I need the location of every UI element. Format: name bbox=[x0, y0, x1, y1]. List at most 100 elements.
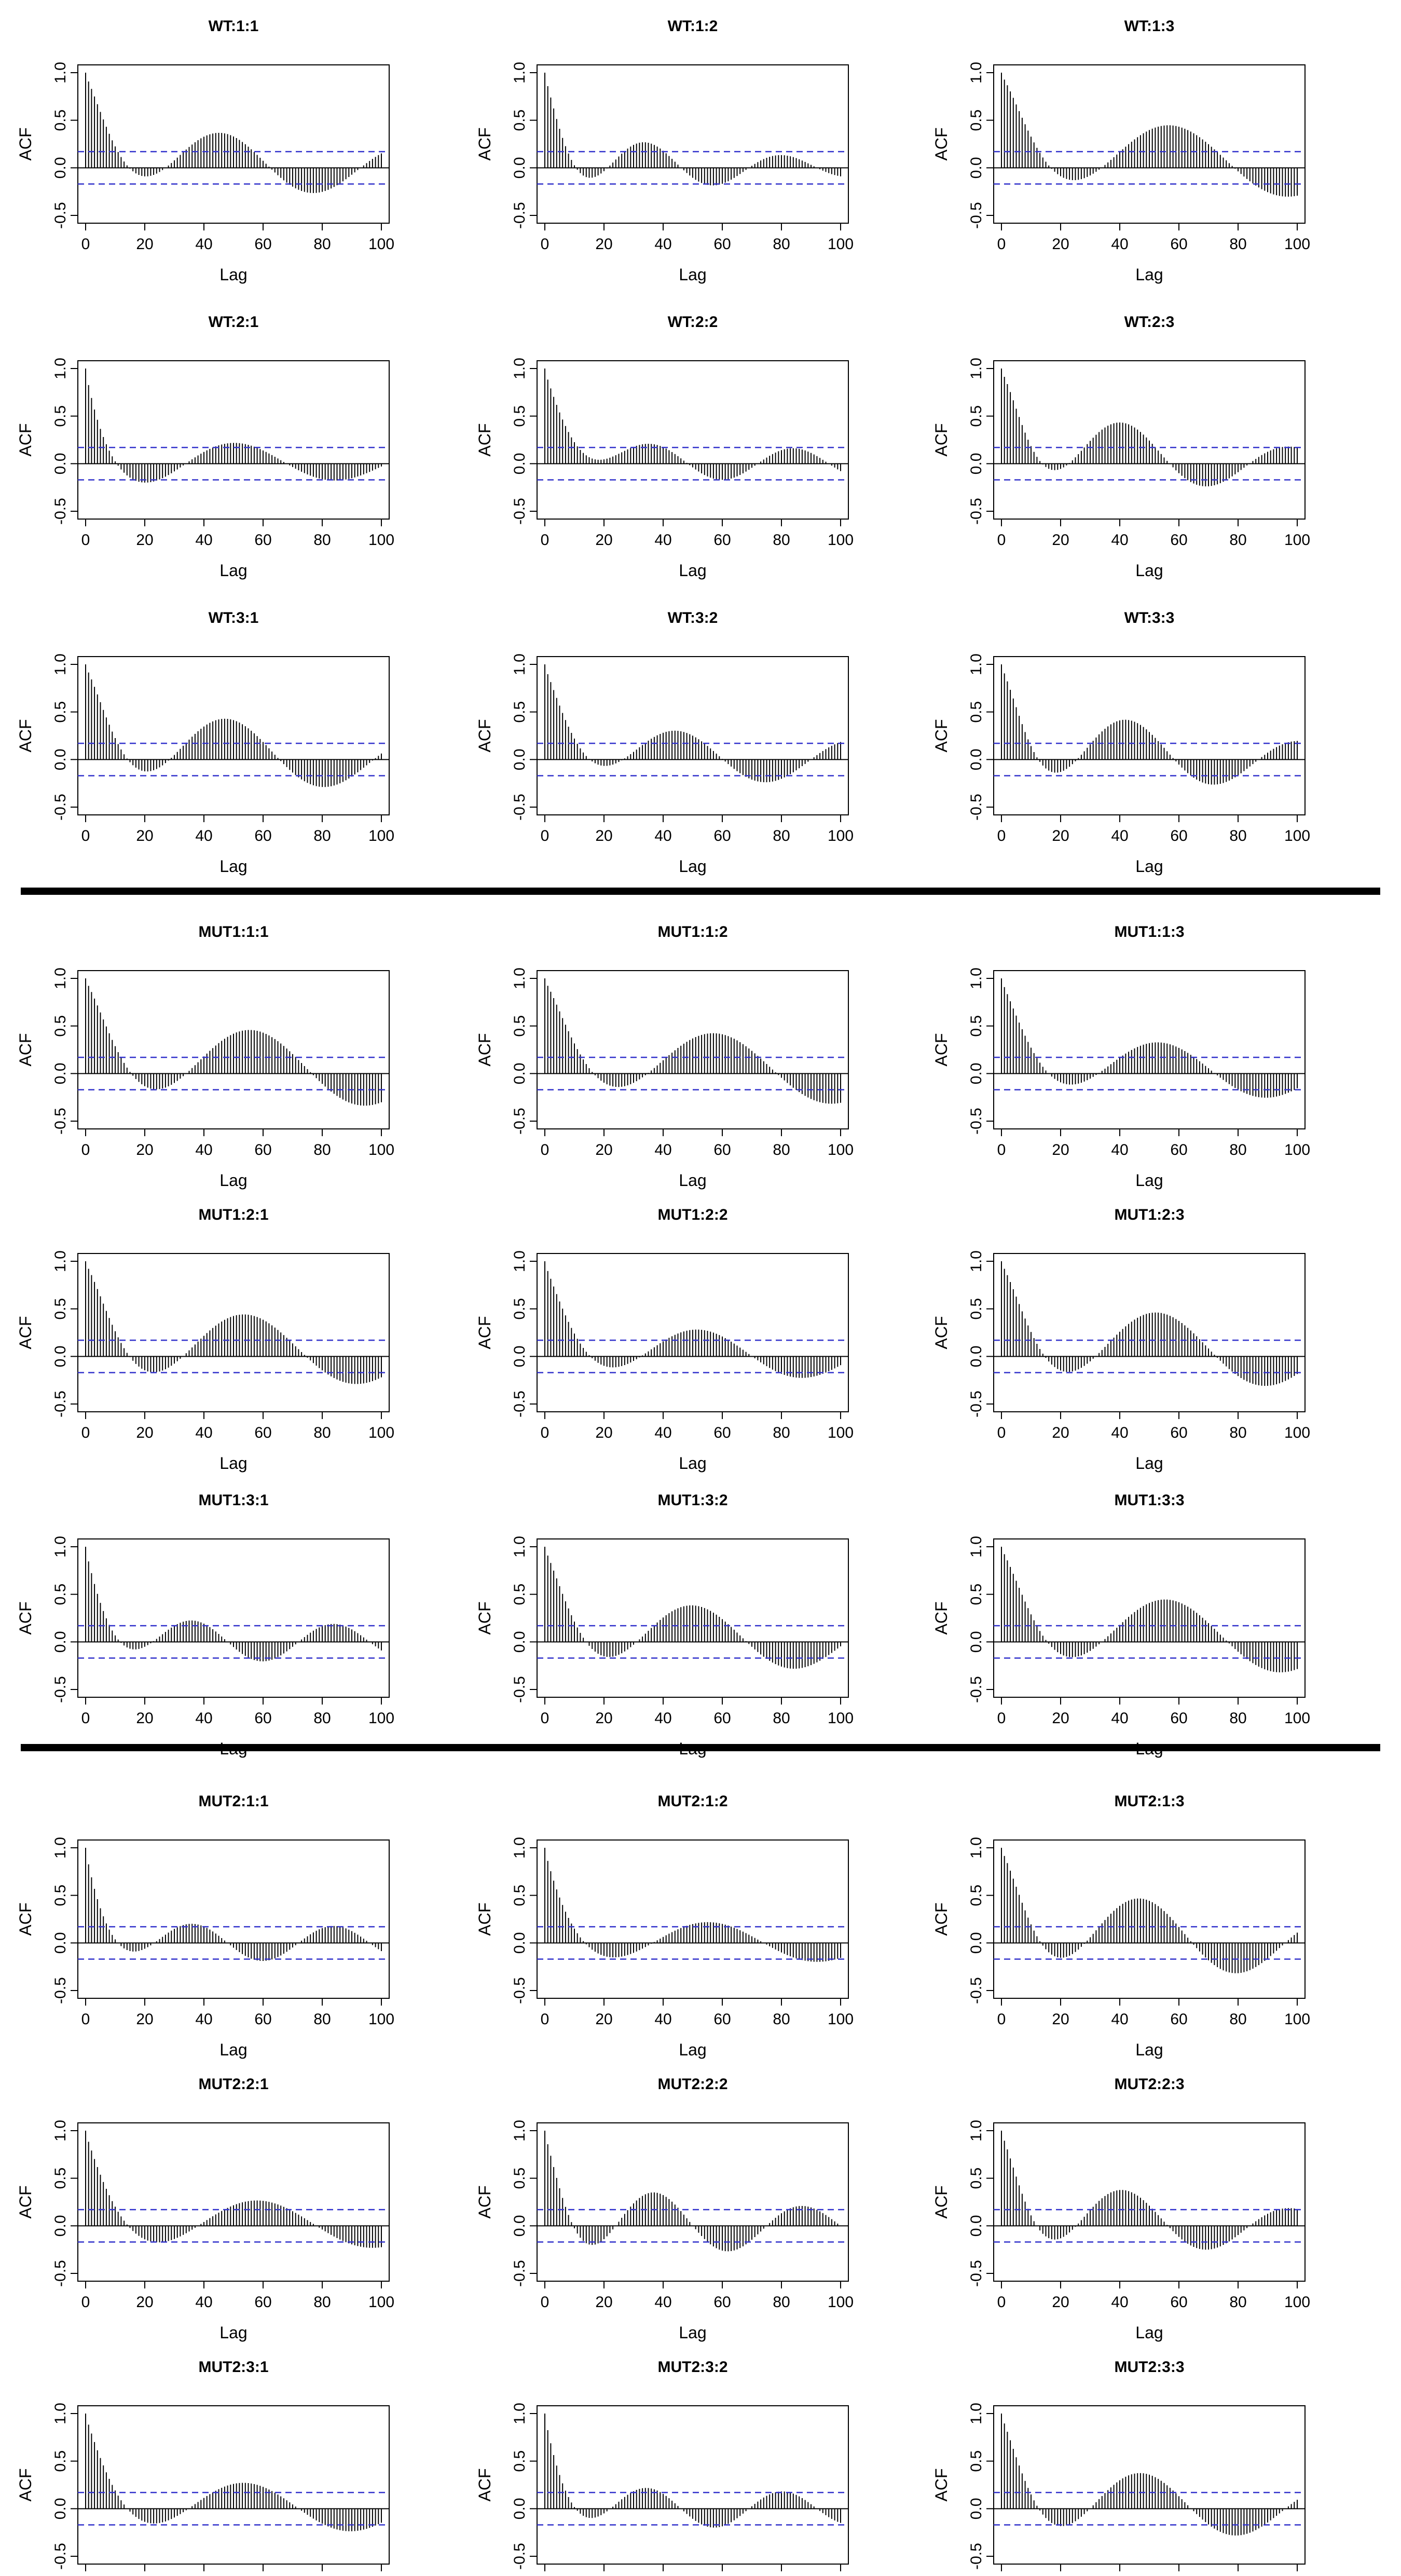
y-tick-label: -0.5 bbox=[511, 794, 528, 821]
y-tick-label: -0.5 bbox=[968, 1676, 985, 1703]
x-tick-label: 60 bbox=[1170, 1710, 1187, 1727]
y-tick-label: -0.5 bbox=[511, 1108, 528, 1135]
y-tick-label: 0.0 bbox=[968, 1932, 985, 1954]
x-tick-label: 80 bbox=[773, 531, 790, 549]
x-tick-label: 20 bbox=[1052, 1141, 1069, 1158]
x-tick-label: 0 bbox=[541, 2011, 550, 2028]
x-tick-label: 20 bbox=[595, 1710, 612, 1727]
x-tick-label: 40 bbox=[654, 236, 671, 253]
y-tick-label: -0.5 bbox=[52, 2543, 69, 2570]
group-separator bbox=[21, 1744, 1380, 1751]
x-tick-label: 80 bbox=[1229, 2294, 1246, 2311]
x-tick-label: 0 bbox=[541, 236, 550, 253]
panel-title: MUT2:2:1 bbox=[198, 2076, 268, 2093]
x-tick-label: 0 bbox=[997, 2294, 1006, 2311]
y-tick-label: 0.0 bbox=[511, 1932, 528, 1954]
plot-frame bbox=[77, 1253, 390, 1412]
y-tick-label: 0.0 bbox=[968, 1345, 985, 1367]
x-tick-label: 0 bbox=[541, 1424, 550, 1441]
x-tick-label: 0 bbox=[81, 2011, 90, 2028]
y-tick-label: 0.5 bbox=[968, 1885, 985, 1906]
x-axis-label: Lag bbox=[219, 857, 247, 876]
y-tick-label: 1.0 bbox=[968, 358, 985, 379]
y-tick-label: 0.5 bbox=[968, 1298, 985, 1320]
y-tick-label: 0.0 bbox=[511, 157, 528, 179]
acf-panel: MUT2:1:3 0 20 40 60 80 100 -0.5 0.0 0.5 1.0 Lag ACF bbox=[932, 1793, 1310, 2059]
y-axis-label: ACF bbox=[475, 424, 494, 457]
x-tick-label: 60 bbox=[1170, 1424, 1187, 1441]
x-axis-label: Lag bbox=[219, 2323, 247, 2342]
y-tick-label: 0.0 bbox=[52, 157, 69, 179]
x-tick-label: 60 bbox=[254, 236, 271, 253]
y-axis-label: ACF bbox=[932, 719, 951, 753]
plot-frame bbox=[77, 970, 390, 1129]
y-tick-label: 1.0 bbox=[511, 1250, 528, 1272]
y-tick-label: 0.0 bbox=[511, 453, 528, 474]
x-tick-label: 80 bbox=[313, 1424, 331, 1441]
y-tick-label: 1.0 bbox=[511, 1837, 528, 1859]
y-tick-label: 0.5 bbox=[968, 1584, 985, 1605]
x-tick-label: 100 bbox=[1284, 236, 1310, 253]
y-tick-label: 1.0 bbox=[968, 653, 985, 675]
x-tick-label: 0 bbox=[541, 531, 550, 549]
y-tick-label: 1.0 bbox=[968, 2120, 985, 2142]
panel-title: WT:2:3 bbox=[1124, 314, 1175, 331]
x-tick-label: 80 bbox=[1229, 2011, 1246, 2028]
x-axis-label: Lag bbox=[1135, 265, 1163, 284]
y-tick-label: 0.0 bbox=[52, 1345, 69, 1367]
y-tick-label: 0.5 bbox=[968, 110, 985, 131]
x-tick-label: 40 bbox=[1111, 236, 1128, 253]
y-axis-label: ACF bbox=[932, 1602, 951, 1635]
y-tick-label: 1.0 bbox=[511, 358, 528, 379]
x-tick-label: 100 bbox=[828, 236, 854, 253]
plot-frame bbox=[993, 64, 1306, 224]
x-tick-label: 60 bbox=[1170, 531, 1187, 549]
plot-frame bbox=[993, 656, 1306, 815]
y-tick-label: -0.5 bbox=[52, 1676, 69, 1703]
y-tick-label: -0.5 bbox=[511, 1391, 528, 1418]
x-tick-label: 0 bbox=[997, 2011, 1006, 2028]
y-tick-label: 1.0 bbox=[511, 967, 528, 989]
x-tick-label: 60 bbox=[713, 236, 731, 253]
x-tick-label: 0 bbox=[541, 2294, 550, 2311]
x-tick-label: 100 bbox=[828, 1710, 854, 1727]
y-axis-label: ACF bbox=[932, 2469, 951, 2502]
acf-panel: MUT1:2:1 0 20 40 60 80 100 -0.5 0.0 0.5 1.0 Lag ACF bbox=[16, 1206, 394, 1473]
panel-title: WT:2:1 bbox=[209, 314, 259, 331]
x-tick-label: 60 bbox=[713, 1710, 731, 1727]
x-tick-label: 40 bbox=[654, 2011, 671, 2028]
y-tick-label: 0.0 bbox=[968, 1631, 985, 1653]
x-tick-label: 80 bbox=[773, 1710, 790, 1727]
x-axis-label: Lag bbox=[679, 265, 706, 284]
plot-frame bbox=[77, 360, 390, 520]
x-tick-label: 100 bbox=[828, 2011, 854, 2028]
x-tick-label: 0 bbox=[81, 1424, 90, 1441]
x-tick-label: 60 bbox=[1170, 1141, 1187, 1158]
y-tick-label: 0.0 bbox=[511, 1631, 528, 1653]
acf-panel: MUT1:1:1 0 20 40 60 80 100 -0.5 0.0 0.5 1.0 Lag ACF bbox=[16, 923, 394, 1190]
x-axis-label: Lag bbox=[1135, 2040, 1163, 2059]
x-tick-label: 20 bbox=[595, 827, 612, 844]
plot-frame bbox=[537, 656, 849, 815]
y-axis-label: ACF bbox=[16, 1903, 35, 1936]
panel-title: MUT2:1:3 bbox=[1114, 1793, 1184, 1810]
y-tick-label: -0.5 bbox=[52, 794, 69, 821]
y-tick-label: -0.5 bbox=[968, 1108, 985, 1135]
x-tick-label: 20 bbox=[595, 236, 612, 253]
x-tick-label: 100 bbox=[1284, 2294, 1310, 2311]
y-tick-label: 0.0 bbox=[968, 748, 985, 770]
x-tick-label: 80 bbox=[313, 2294, 331, 2311]
y-tick-label: -0.5 bbox=[968, 2260, 985, 2287]
panel-title: MUT1:2:1 bbox=[198, 1206, 268, 1223]
y-tick-label: 1.0 bbox=[52, 358, 69, 379]
panel-title: MUT2:1:2 bbox=[657, 1793, 727, 1810]
x-tick-label: 20 bbox=[136, 1141, 153, 1158]
y-tick-label: 0.5 bbox=[511, 2450, 528, 2472]
x-tick-label: 0 bbox=[541, 1141, 550, 1158]
y-axis-label: ACF bbox=[475, 1903, 494, 1936]
y-tick-label: 0.0 bbox=[968, 157, 985, 179]
x-tick-label: 60 bbox=[254, 2011, 271, 2028]
acf-panel: MUT1:2:3 0 20 40 60 80 100 -0.5 0.0 0.5 1.0 Lag ACF bbox=[932, 1206, 1310, 1473]
plot-frame bbox=[537, 360, 849, 520]
